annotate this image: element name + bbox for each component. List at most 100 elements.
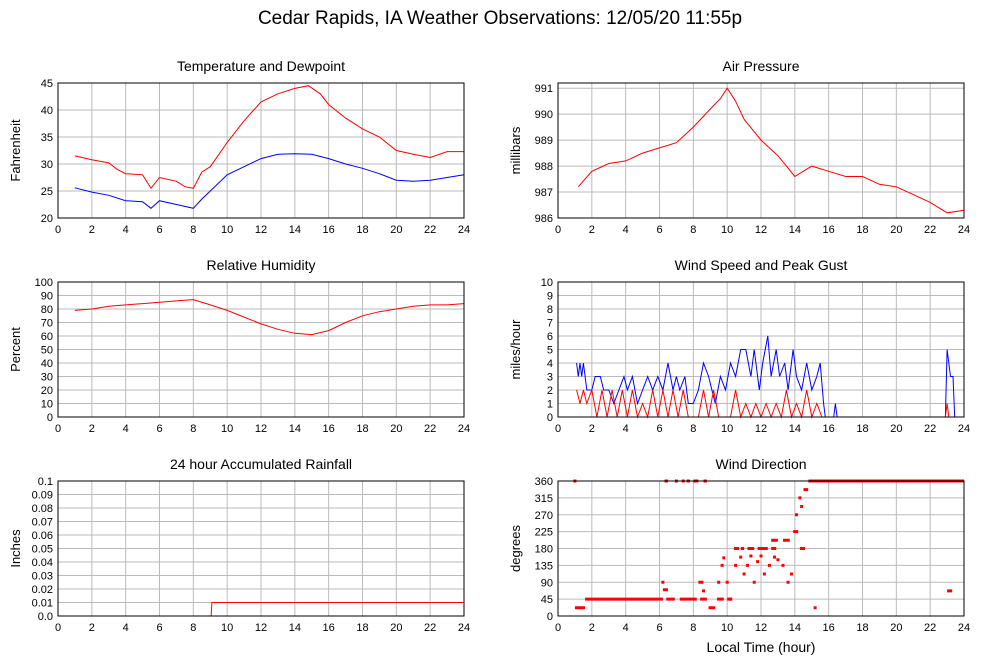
x-tick-label: 14 [789, 224, 801, 236]
x-tick-label: 8 [690, 622, 696, 634]
x-tick-label: 24 [958, 423, 970, 435]
chart-title: 24 hour Accumulated Rainfall [170, 456, 352, 472]
y-tick-label: 20 [41, 213, 53, 225]
x-tick-label: 18 [856, 423, 868, 435]
plot-frame [557, 82, 965, 219]
y-tick-label: 30 [41, 372, 53, 384]
y-tick-label: 315 [535, 493, 553, 505]
plot-frame [557, 281, 965, 418]
x-tick-label: 20 [390, 224, 402, 236]
series-line-0 [74, 85, 464, 190]
direction-point [759, 554, 763, 558]
y-tick-label: 25 [41, 186, 53, 198]
chart-title: Wind Speed and Peak Gust [675, 257, 848, 273]
x-tick-label: 10 [721, 224, 733, 236]
direction-point [773, 555, 777, 559]
x-axis-label: Local Time (hour) [707, 639, 816, 655]
x-tick-label: 2 [89, 622, 95, 634]
direction-point [722, 556, 726, 560]
y-tick-label: 0.1 [38, 476, 53, 488]
y-tick-label: 0.03 [32, 571, 53, 583]
y-axis-label: millibars [508, 126, 523, 174]
chart-title: Relative Humidity [207, 257, 316, 273]
x-tick-label: 14 [289, 622, 301, 634]
y-axis-label: Inches [8, 529, 23, 568]
x-tick-label: 10 [221, 622, 233, 634]
series-line-1 [74, 153, 465, 209]
x-tick-label: 8 [690, 224, 696, 236]
direction-point [789, 572, 793, 576]
series-line-0 [577, 87, 965, 214]
chart-title: Wind Direction [715, 456, 806, 472]
y-tick-label: 40 [41, 358, 53, 370]
direction-point [742, 572, 746, 576]
y-tick-label: 0.08 [32, 503, 53, 515]
x-tick-label: 10 [221, 423, 233, 435]
x-tick-label: 16 [823, 423, 835, 435]
x-tick-label: 4 [123, 622, 129, 634]
x-tick-label: 18 [356, 224, 368, 236]
direction-point [800, 505, 804, 508]
x-tick-label: 0 [55, 423, 61, 435]
x-tick-label: 8 [690, 423, 696, 435]
x-tick-label: 10 [221, 224, 233, 236]
direction-point [661, 580, 665, 584]
x-tick-label: 20 [890, 423, 902, 435]
y-tick-label: 100 [35, 277, 53, 289]
y-tick-label: 988 [535, 161, 553, 173]
series-line-1 [576, 388, 964, 419]
y-axis-label: Fahrenheit [8, 119, 23, 182]
direction-point [781, 563, 785, 567]
x-tick-label: 16 [823, 224, 835, 236]
y-tick-label: 2 [547, 385, 553, 397]
direction-point [734, 563, 738, 567]
x-tick-label: 0 [555, 423, 561, 435]
x-tick-label: 0 [555, 622, 561, 634]
y-tick-label: 90 [41, 291, 53, 303]
x-tick-label: 22 [424, 224, 436, 236]
y-tick-label: 990 [535, 109, 553, 121]
x-tick-label: 18 [856, 622, 868, 634]
y-tick-label: 0 [47, 412, 53, 424]
x-tick-label: 8 [190, 423, 196, 435]
series-line-0 [74, 602, 464, 617]
y-tick-label: 0.01 [32, 598, 53, 610]
y-tick-label: 225 [535, 527, 553, 539]
x-tick-label: 20 [890, 622, 902, 634]
x-tick-label: 22 [424, 622, 436, 634]
direction-point [795, 513, 799, 517]
y-tick-label: 8 [547, 304, 553, 316]
y-tick-label: 180 [535, 544, 553, 556]
y-tick-label: 45 [541, 594, 553, 606]
x-tick-label: 6 [656, 622, 662, 634]
x-tick-label: 20 [390, 622, 402, 634]
y-tick-label: 987 [535, 187, 553, 199]
x-tick-label: 14 [289, 224, 301, 236]
x-tick-label: 0 [55, 224, 61, 236]
direction-point [803, 488, 807, 492]
y-tick-label: 0 [547, 611, 553, 623]
x-tick-label: 24 [958, 224, 970, 236]
x-tick-label: 4 [123, 224, 129, 236]
plot-frame [57, 82, 465, 219]
x-tick-label: 22 [924, 622, 936, 634]
direction-point [752, 580, 756, 584]
x-tick-label: 4 [123, 423, 129, 435]
y-tick-label: 10 [541, 277, 553, 289]
y-tick-label: 60 [41, 331, 53, 343]
x-tick-label: 24 [458, 423, 470, 435]
y-tick-label: 4 [547, 358, 553, 370]
x-tick-label: 10 [721, 423, 733, 435]
x-tick-label: 24 [958, 622, 970, 634]
direction-point [739, 555, 743, 559]
page-title: Cedar Rapids, IA Weather Observations: 1… [257, 8, 743, 29]
x-tick-label: 24 [458, 224, 470, 236]
y-tick-label: 80 [41, 304, 53, 316]
x-tick-label: 2 [89, 224, 95, 236]
x-tick-label: 18 [356, 423, 368, 435]
y-tick-label: 135 [535, 560, 553, 572]
